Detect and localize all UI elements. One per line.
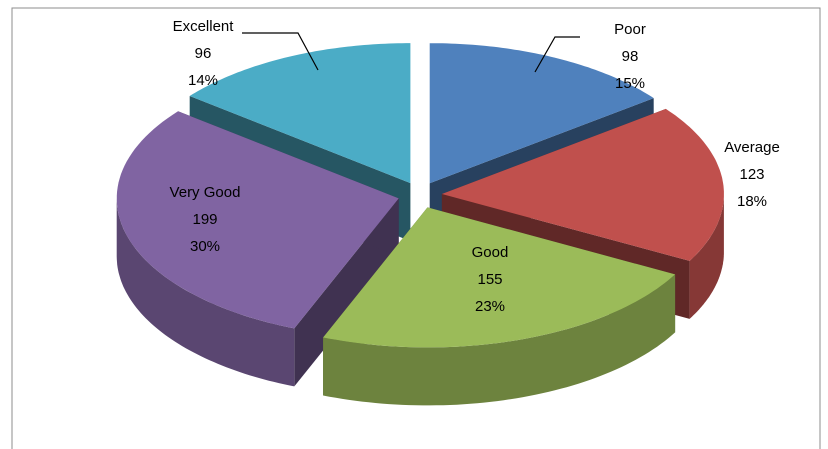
label-value: 98 [622, 48, 639, 65]
leader-line [534, 36, 580, 73]
slice [323, 207, 676, 348]
label-category: Good [472, 244, 509, 261]
label-category: Very Good [170, 184, 241, 201]
label-category: Poor [614, 21, 646, 38]
slice [116, 111, 399, 329]
label-category: Average [724, 139, 780, 156]
slice-wall [323, 274, 676, 406]
label-value: 123 [739, 166, 764, 183]
label-percent: 15% [615, 75, 645, 92]
label-value: 199 [192, 211, 217, 228]
slice [429, 43, 654, 184]
labels: Poor 98 15% Average 123 18% Good 155 23% Very Goo… [170, 18, 780, 315]
leader-line [242, 32, 319, 71]
label-value: 96 [195, 45, 212, 62]
slice-wall [689, 194, 724, 319]
slice [441, 108, 724, 261]
label-category: Excellent [173, 18, 235, 35]
slice [189, 43, 411, 184]
label-percent: 30% [190, 238, 220, 255]
chart-border [11, 7, 821, 449]
label-percent: 18% [737, 193, 767, 210]
label-percent: 23% [475, 298, 505, 315]
label-percent: 14% [188, 72, 218, 89]
label-value: 155 [477, 271, 502, 288]
slice-wall [116, 198, 295, 387]
pie [116, 43, 724, 406]
